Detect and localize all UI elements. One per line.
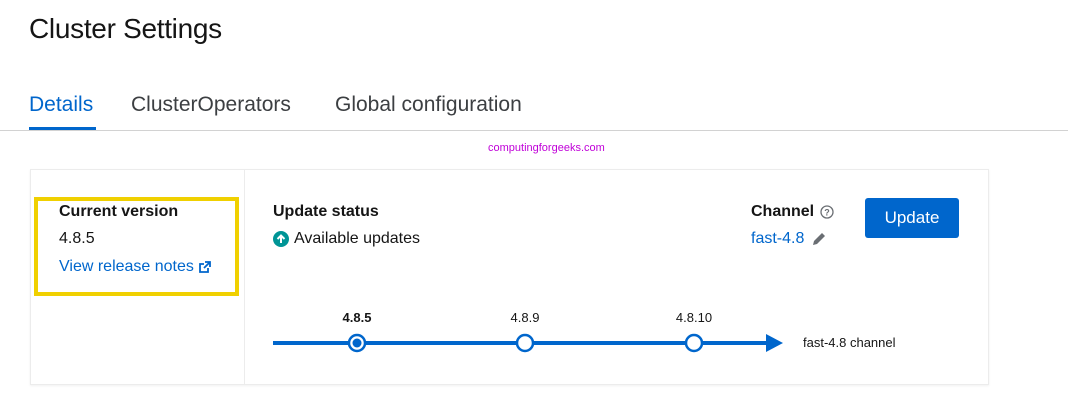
tab-details[interactable]: Details [29, 93, 94, 116]
current-version-label: Current version [59, 203, 179, 220]
timeline-arrow [766, 334, 783, 352]
channel-header: Channel ? [751, 203, 834, 221]
timeline-node[interactable] [684, 333, 704, 353]
external-link-icon [199, 260, 211, 273]
update-status-text: Available updates [294, 230, 421, 247]
details-card [30, 169, 989, 385]
current-version-value: 4.8.5 [59, 230, 95, 247]
tab-global-configuration[interactable]: Global configuration [335, 93, 522, 116]
update-button[interactable]: Update [865, 198, 959, 238]
current-node-dot [352, 338, 362, 348]
timeline-version-label: 4.8.5 [342, 310, 372, 325]
active-tab-indicator [29, 127, 96, 130]
channel-label: Channel [751, 203, 815, 220]
release-notes-label: View release notes [59, 258, 194, 275]
pencil-icon[interactable] [811, 231, 827, 247]
tab-clusteroperators[interactable]: ClusterOperators [131, 93, 291, 116]
help-icon[interactable]: ? [820, 205, 834, 219]
view-release-notes-link[interactable]: View release notes [59, 258, 211, 276]
timeline-channel-label: fast-4.8 channel [803, 335, 896, 350]
update-status-label: Update status [273, 203, 379, 220]
tabs-divider [0, 130, 1068, 131]
timeline-node[interactable] [515, 333, 535, 353]
timeline-version-label: 4.8.10 [675, 310, 713, 325]
column-divider [244, 169, 245, 385]
watermark: computingforgeeks.com [488, 142, 605, 154]
arrow-circle-up-icon [273, 231, 289, 247]
highlight-box [34, 197, 239, 296]
page-title: Cluster Settings [29, 13, 222, 44]
update-status-value: Available updates [273, 230, 420, 248]
svg-text:?: ? [824, 208, 830, 218]
channel-value: fast-4.8 [751, 230, 805, 247]
timeline-version-label: 4.8.9 [510, 310, 540, 325]
channel-link[interactable]: fast-4.8 [751, 230, 827, 248]
